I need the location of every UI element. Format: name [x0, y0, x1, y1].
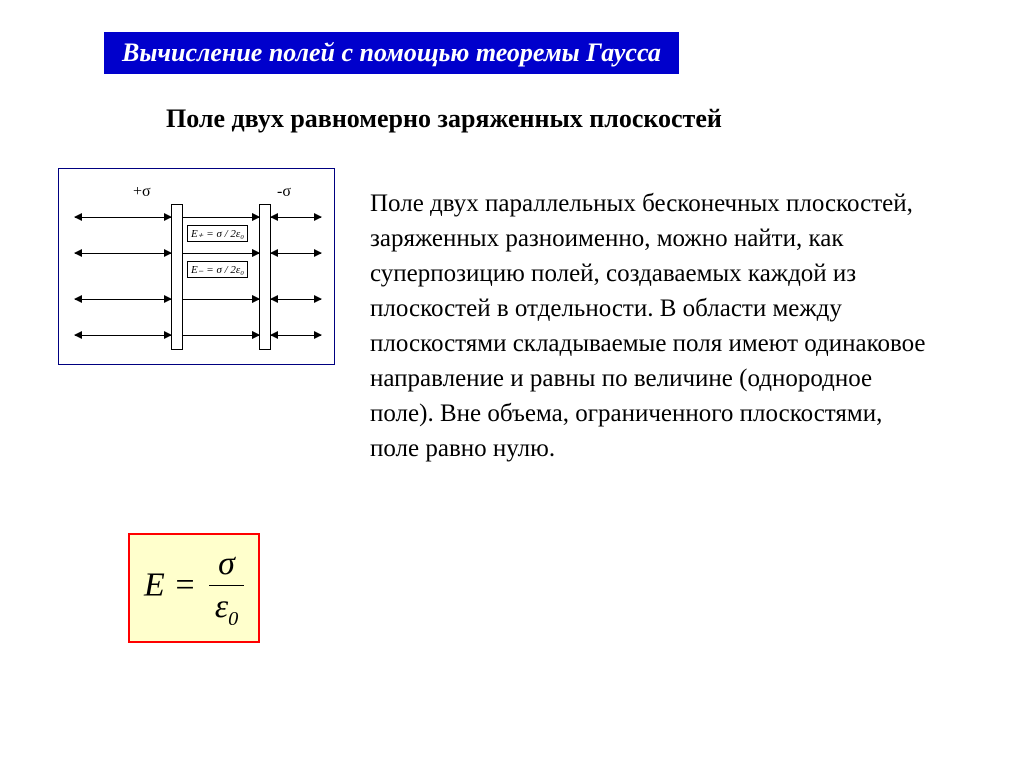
arrow-left-icon — [74, 213, 82, 221]
arrow-right-icon — [164, 331, 172, 339]
main-formula: E = σε0 — [128, 533, 260, 643]
right-plane — [259, 204, 271, 350]
left-plane — [171, 204, 183, 350]
field-line — [75, 217, 171, 218]
field-line — [183, 335, 259, 336]
arrow-left-icon — [74, 295, 82, 303]
eq-minus-label: E₋ = σ / 2ε₀ — [187, 261, 248, 278]
arrow-right-icon — [314, 331, 322, 339]
arrow-left-icon — [270, 295, 278, 303]
arrow-right-icon — [314, 213, 322, 221]
sigma-minus-label: -σ — [277, 183, 291, 201]
field-diagram: +σ -σ E₊ = σ / 2ε₀ E₋ = σ / 2ε₀ — [58, 168, 335, 365]
formula-denominator: ε0 — [209, 586, 245, 631]
field-line — [75, 335, 171, 336]
formula-eq: = — [165, 567, 205, 604]
arrow-right-icon — [164, 213, 172, 221]
arrow-right-icon — [252, 249, 260, 257]
subtitle: Поле двух равномерно заряженных плоскост… — [166, 104, 722, 134]
field-line — [183, 253, 259, 254]
arrow-left-icon — [270, 213, 278, 221]
formula-fraction: σε0 — [209, 545, 245, 631]
body-paragraph: Поле двух параллельных бесконечных плоск… — [370, 186, 930, 466]
arrow-left-icon — [270, 249, 278, 257]
arrow-right-icon — [252, 331, 260, 339]
formula-lhs: E — [144, 567, 165, 604]
field-line — [183, 217, 259, 218]
header-title: Вычисление полей с помощью теоремы Гаусс… — [122, 38, 661, 67]
arrow-right-icon — [314, 249, 322, 257]
arrow-right-icon — [164, 295, 172, 303]
arrow-left-icon — [270, 331, 278, 339]
eq-plus-label: E₊ = σ / 2ε₀ — [187, 225, 248, 242]
arrow-left-icon — [74, 331, 82, 339]
field-line — [75, 299, 171, 300]
arrow-left-icon — [74, 249, 82, 257]
page-header: Вычисление полей с помощью теоремы Гаусс… — [104, 32, 679, 74]
formula-numerator: σ — [209, 545, 245, 586]
field-line — [183, 299, 259, 300]
field-line — [75, 253, 171, 254]
arrow-right-icon — [252, 295, 260, 303]
arrow-right-icon — [164, 249, 172, 257]
sigma-plus-label: +σ — [133, 183, 151, 201]
arrow-right-icon — [314, 295, 322, 303]
arrow-right-icon — [252, 213, 260, 221]
